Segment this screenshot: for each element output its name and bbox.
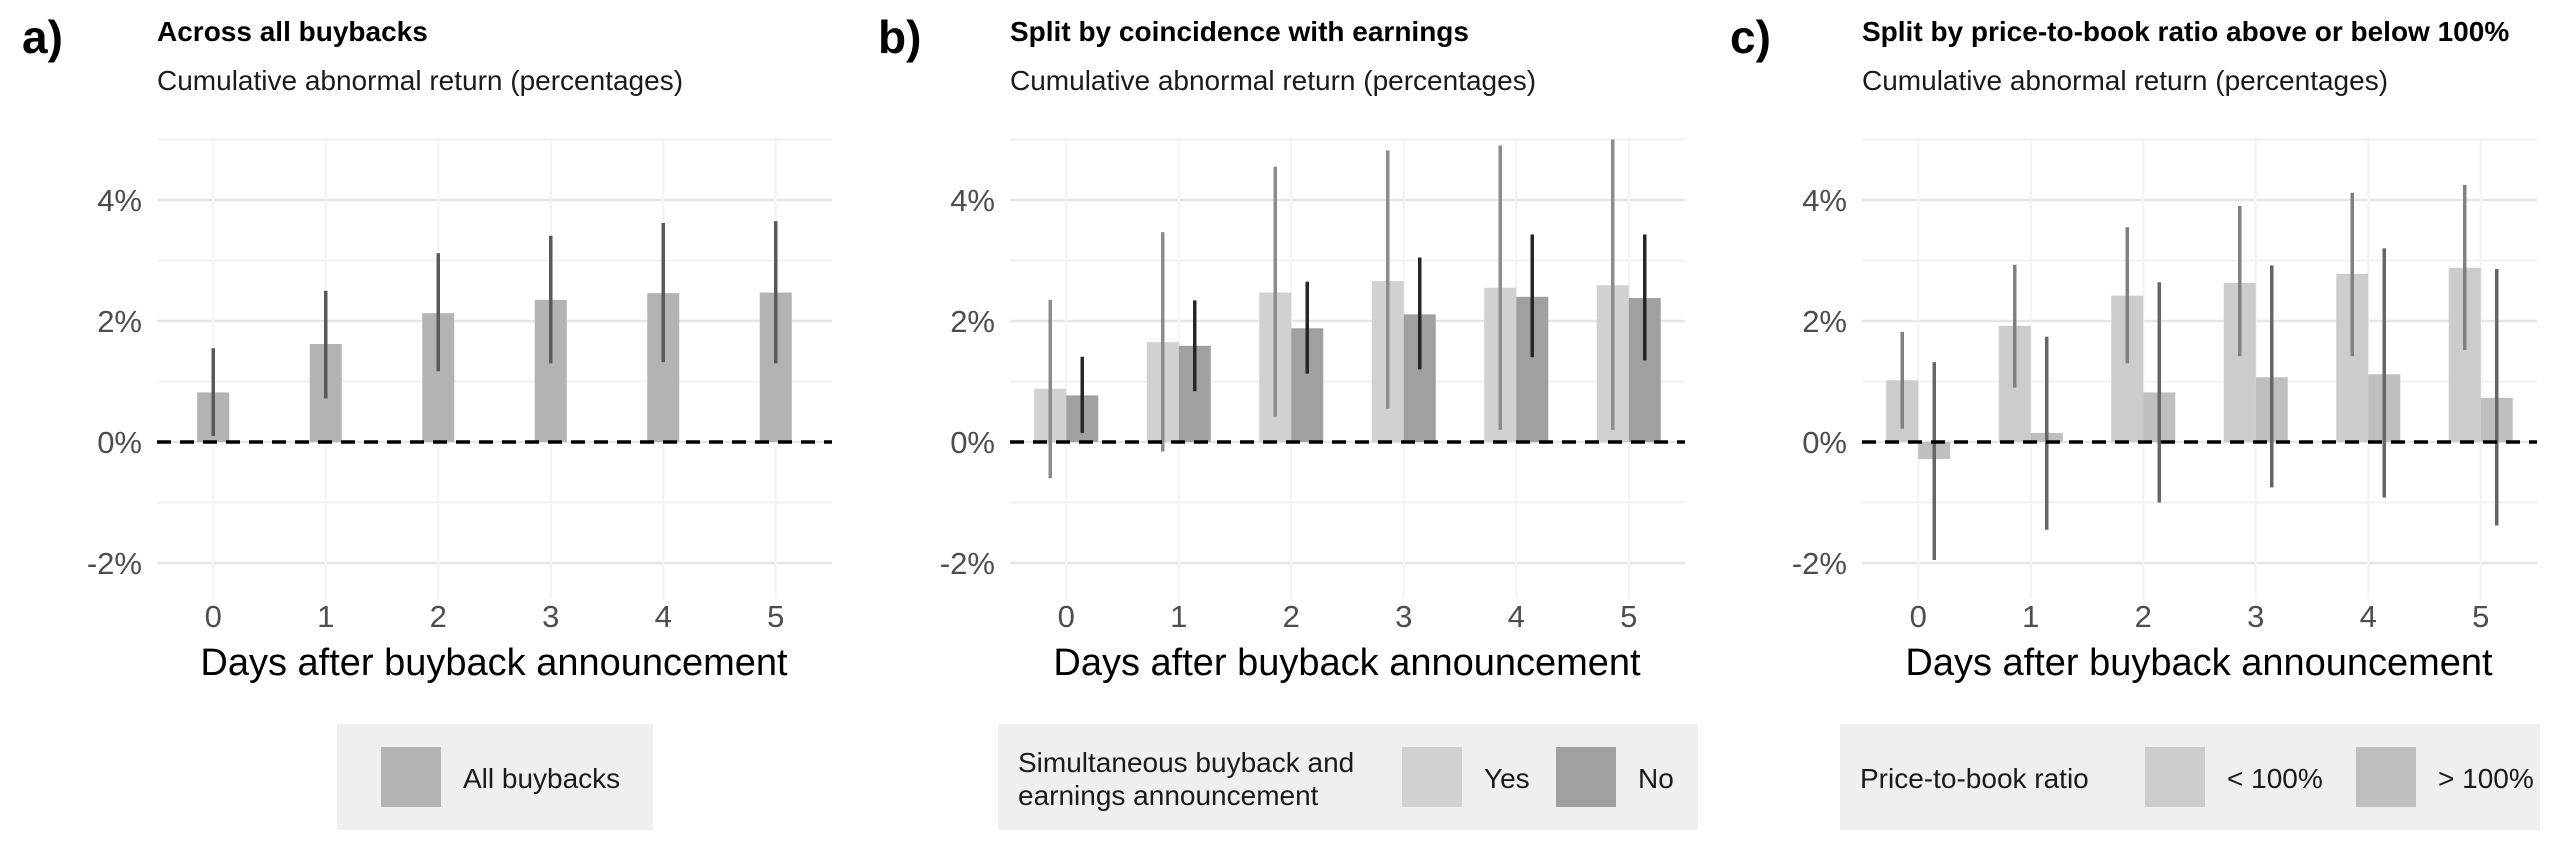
panel-a-letter: a) <box>22 11 63 63</box>
x-tick-label: 5 <box>2472 599 2489 634</box>
panel-c-subtitle: Cumulative abnormal return (percentages) <box>1862 65 2388 96</box>
x-tick-label: 3 <box>1395 599 1412 634</box>
panel-c: c) Split by price-to-book ratio above or… <box>1730 11 2540 830</box>
panel-b-legend-swatch-no <box>1556 747 1616 807</box>
panel-c-legend-label-above-100: > 100% <box>2438 763 2534 794</box>
panel-c-legend-swatch-below-100 <box>2145 747 2205 807</box>
y-tick-label: 2% <box>1802 304 1847 339</box>
x-tick-label: 0 <box>1058 599 1075 634</box>
x-tick-label: 4 <box>1508 599 1525 634</box>
y-tick-label: -2% <box>87 546 142 581</box>
panel-c-plot: -2% 0% 2% 4% 0 1 2 3 4 5 <box>1792 138 2537 634</box>
y-tick-label: -2% <box>940 546 995 581</box>
x-tick-label: 1 <box>2022 599 2039 634</box>
panel-b-legend-label-yes: Yes <box>1484 763 1530 794</box>
y-tick-label: 2% <box>97 304 142 339</box>
y-tick-label: 0% <box>950 425 995 460</box>
y-tick-label: 4% <box>950 183 995 218</box>
x-tick-label: 0 <box>1910 599 1927 634</box>
y-tick-label: 0% <box>97 425 142 460</box>
x-tick-label: 5 <box>1620 599 1637 634</box>
panel-b-legend-label-no: No <box>1638 763 1674 794</box>
panel-a-legend: All buybacks <box>337 724 653 830</box>
x-tick-label: 5 <box>767 599 784 634</box>
panel-a-legend-label-all-buybacks: All buybacks <box>463 763 620 794</box>
panel-b-legend-title-line-1: Simultaneous buyback and <box>1018 747 1354 778</box>
panel-b: b) Split by coincidence with earnings Cu… <box>878 11 1698 830</box>
y-tick-label: -2% <box>1792 546 1847 581</box>
y-tick-label: 4% <box>1802 183 1847 218</box>
x-tick-label: 4 <box>655 599 672 634</box>
y-tick-label: 2% <box>950 304 995 339</box>
panel-b-plot: -2% 0% 2% 4% 0 1 2 3 4 5 <box>940 138 1685 634</box>
panel-c-legend: Price-to-book ratio < 100% > 100% <box>1840 724 2540 830</box>
panel-c-x-axis-label: Days after buyback announcement <box>1905 642 2493 684</box>
panel-b-subtitle: Cumulative abnormal return (percentages) <box>1010 65 1536 96</box>
panel-b-title: Split by coincidence with earnings <box>1010 16 1469 47</box>
panel-c-legend-label-below-100: < 100% <box>2227 763 2323 794</box>
x-tick-label: 2 <box>1283 599 1300 634</box>
panel-a-legend-swatch-all-buybacks <box>381 747 441 807</box>
x-tick-label: 1 <box>317 599 334 634</box>
panel-a-plot: -2% 0% 2% 4% 0 1 2 3 4 5 <box>87 138 832 634</box>
x-tick-label: 3 <box>542 599 559 634</box>
panel-c-legend-title: Price-to-book ratio <box>1860 763 2089 794</box>
x-tick-label: 2 <box>2135 599 2152 634</box>
x-tick-label: 1 <box>1170 599 1187 634</box>
x-tick-label: 4 <box>2360 599 2377 634</box>
panel-b-legend-title-line-2: earnings announcement <box>1018 780 1319 811</box>
panel-c-title: Split by price-to-book ratio above or be… <box>1862 16 2509 47</box>
y-tick-label: 0% <box>1802 425 1847 460</box>
panel-b-letter: b) <box>878 11 921 63</box>
panel-a-title: Across all buybacks <box>157 16 428 47</box>
panel-c-legend-swatch-above-100 <box>2356 747 2416 807</box>
x-tick-label: 2 <box>430 599 447 634</box>
panel-b-legend-swatch-yes <box>1402 747 1462 807</box>
x-tick-label: 3 <box>2247 599 2264 634</box>
panel-a-x-axis-label: Days after buyback announcement <box>200 642 788 684</box>
panel-b-legend: Simultaneous buyback and earnings announ… <box>998 724 1698 830</box>
x-tick-label: 0 <box>205 599 222 634</box>
y-tick-label: 4% <box>97 183 142 218</box>
panel-a: a) Across all buybacks Cumulative abnorm… <box>22 11 832 830</box>
panel-c-letter: c) <box>1730 11 1771 63</box>
panel-a-subtitle: Cumulative abnormal return (percentages) <box>157 65 683 96</box>
panel-b-x-axis-label: Days after buyback announcement <box>1053 642 1641 684</box>
